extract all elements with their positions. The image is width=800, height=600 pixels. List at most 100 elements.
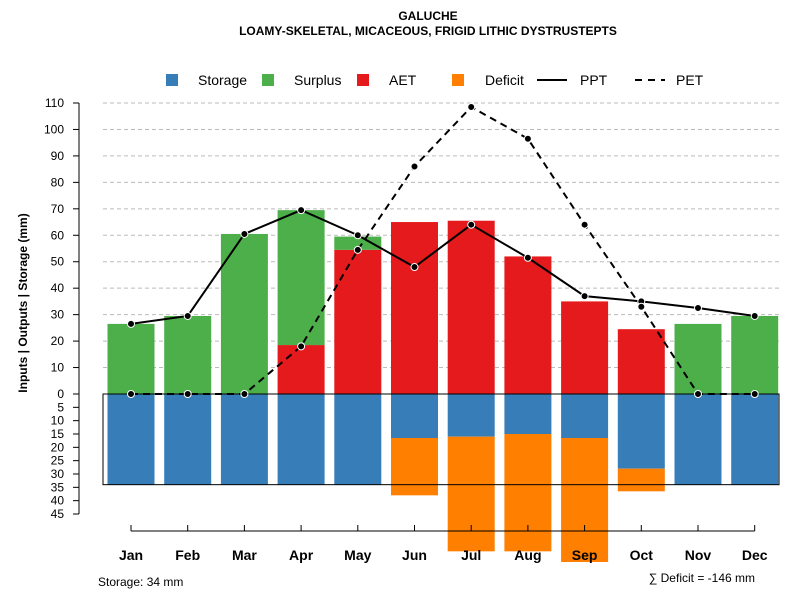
storage-bar: [561, 394, 609, 438]
x-axis: Jan Feb Mar Apr May Jun Jul Aug Sep Oct Nov Dec: [119, 525, 768, 563]
legend-label: Surplus: [294, 72, 341, 88]
x-tick-label: Feb: [175, 547, 200, 563]
y-tick-label: 20: [51, 440, 65, 454]
y-tick-label: 60: [51, 228, 65, 242]
legend-label: Deficit: [485, 72, 524, 88]
y-tick-label: 35: [51, 480, 65, 494]
pet-point: [410, 162, 419, 171]
pet-point: [297, 342, 306, 351]
surplus-bar: [277, 210, 325, 346]
surplus-bar: [674, 323, 722, 394]
x-tick-label: May: [344, 547, 371, 563]
y-tick-label: 30: [51, 308, 65, 322]
storage-bar: [164, 394, 212, 485]
x-tick-label: Mar: [232, 547, 257, 563]
bars: [107, 210, 779, 562]
y-tick-label: 0: [57, 387, 64, 401]
y-tick-label: 30: [51, 467, 65, 481]
ppt-point: [127, 319, 135, 328]
grid-lines: [103, 102, 779, 369]
legend-swatch: [357, 74, 369, 86]
deficit-note: ∑ Deficit = -146 mm: [649, 571, 755, 585]
storage-bar: [504, 394, 552, 434]
legend-swatch: [166, 74, 178, 86]
chart-title: GALUCHE: [398, 9, 457, 23]
surplus-bar: [107, 323, 155, 394]
y-axis: 0102030405060708090100110510152025303540…: [44, 96, 80, 521]
y-tick-label: 5: [57, 400, 64, 414]
y-tick-label: 50: [51, 255, 65, 269]
x-tick-label: Oct: [630, 547, 654, 563]
storage-note: Storage: 34 mm: [98, 575, 183, 589]
aet-bar: [277, 345, 325, 394]
y-tick-label: 40: [51, 281, 65, 295]
surplus-bar: [731, 315, 779, 394]
y-tick-label: 80: [51, 175, 65, 189]
deficit-bar: [617, 468, 665, 492]
legend: Storage Surplus AET Deficit PPT PET: [166, 72, 704, 88]
series-lines: [130, 105, 755, 395]
x-tick-label: Jul: [461, 547, 481, 563]
deficit-bar: [447, 436, 495, 552]
surplus-bar: [164, 315, 212, 394]
storage-bar: [674, 394, 722, 485]
pet-point: [694, 390, 702, 398]
y-tick-label: 10: [51, 414, 65, 428]
storage-bar: [220, 394, 268, 485]
pet-point: [467, 102, 476, 111]
aet-bar: [504, 256, 552, 394]
ppt-point: [297, 206, 306, 215]
storage-bar: [334, 394, 382, 485]
ppt-point: [353, 231, 362, 240]
x-tick-label: Jun: [402, 547, 427, 563]
pet-point: [353, 245, 362, 254]
aet-bar: [391, 222, 438, 394]
y-tick-label: 70: [51, 202, 65, 216]
ppt-point: [694, 304, 702, 313]
legend-swatch: [262, 74, 274, 86]
surplus-bar: [334, 236, 382, 250]
aet-bar: [447, 220, 495, 394]
ppt-point: [467, 220, 476, 229]
deficit-bar: [561, 438, 609, 562]
storage-frame: [102, 393, 780, 486]
legend-swatch: [452, 74, 464, 86]
pet-point: [183, 390, 192, 398]
aet-bar: [561, 301, 609, 394]
storage-bar: [107, 394, 155, 485]
y-tick-label: 90: [51, 149, 65, 163]
y-tick-label: 45: [51, 507, 65, 521]
pet-point: [523, 134, 532, 143]
series-points: [127, 102, 759, 398]
y-tick-label: 25: [51, 454, 65, 468]
storage-bar: [277, 394, 325, 485]
pet-point: [750, 390, 759, 398]
ppt-point: [240, 229, 249, 238]
y-tick-label: 20: [51, 334, 65, 348]
aet-bar: [617, 329, 665, 394]
storage-bar: [447, 394, 495, 437]
storage-bar: [617, 394, 665, 469]
ppt-point: [183, 311, 192, 320]
surplus-bar: [220, 233, 268, 394]
aet-bar: [334, 249, 382, 394]
legend-label: PPT: [580, 72, 608, 88]
deficit-bar: [504, 434, 552, 552]
x-tick-label: Apr: [289, 547, 314, 563]
ppt-point: [580, 292, 589, 301]
x-tick-label: Dec: [742, 547, 768, 563]
y-tick-label: 10: [51, 361, 65, 375]
legend-label: AET: [389, 72, 417, 88]
pet-point: [240, 390, 249, 398]
storage-capacity-frame: [102, 393, 780, 486]
pet-point: [127, 390, 135, 398]
pet-point: [637, 302, 646, 311]
x-tick-label: Jan: [119, 547, 143, 563]
pet-point: [580, 220, 589, 229]
y-tick-label: 110: [45, 96, 64, 110]
legend-label: PET: [676, 72, 704, 88]
y-axis-label: Inputs | Outputs | Storage (mm): [16, 213, 30, 392]
storage-bar: [391, 394, 438, 438]
storage-bar: [731, 394, 779, 485]
